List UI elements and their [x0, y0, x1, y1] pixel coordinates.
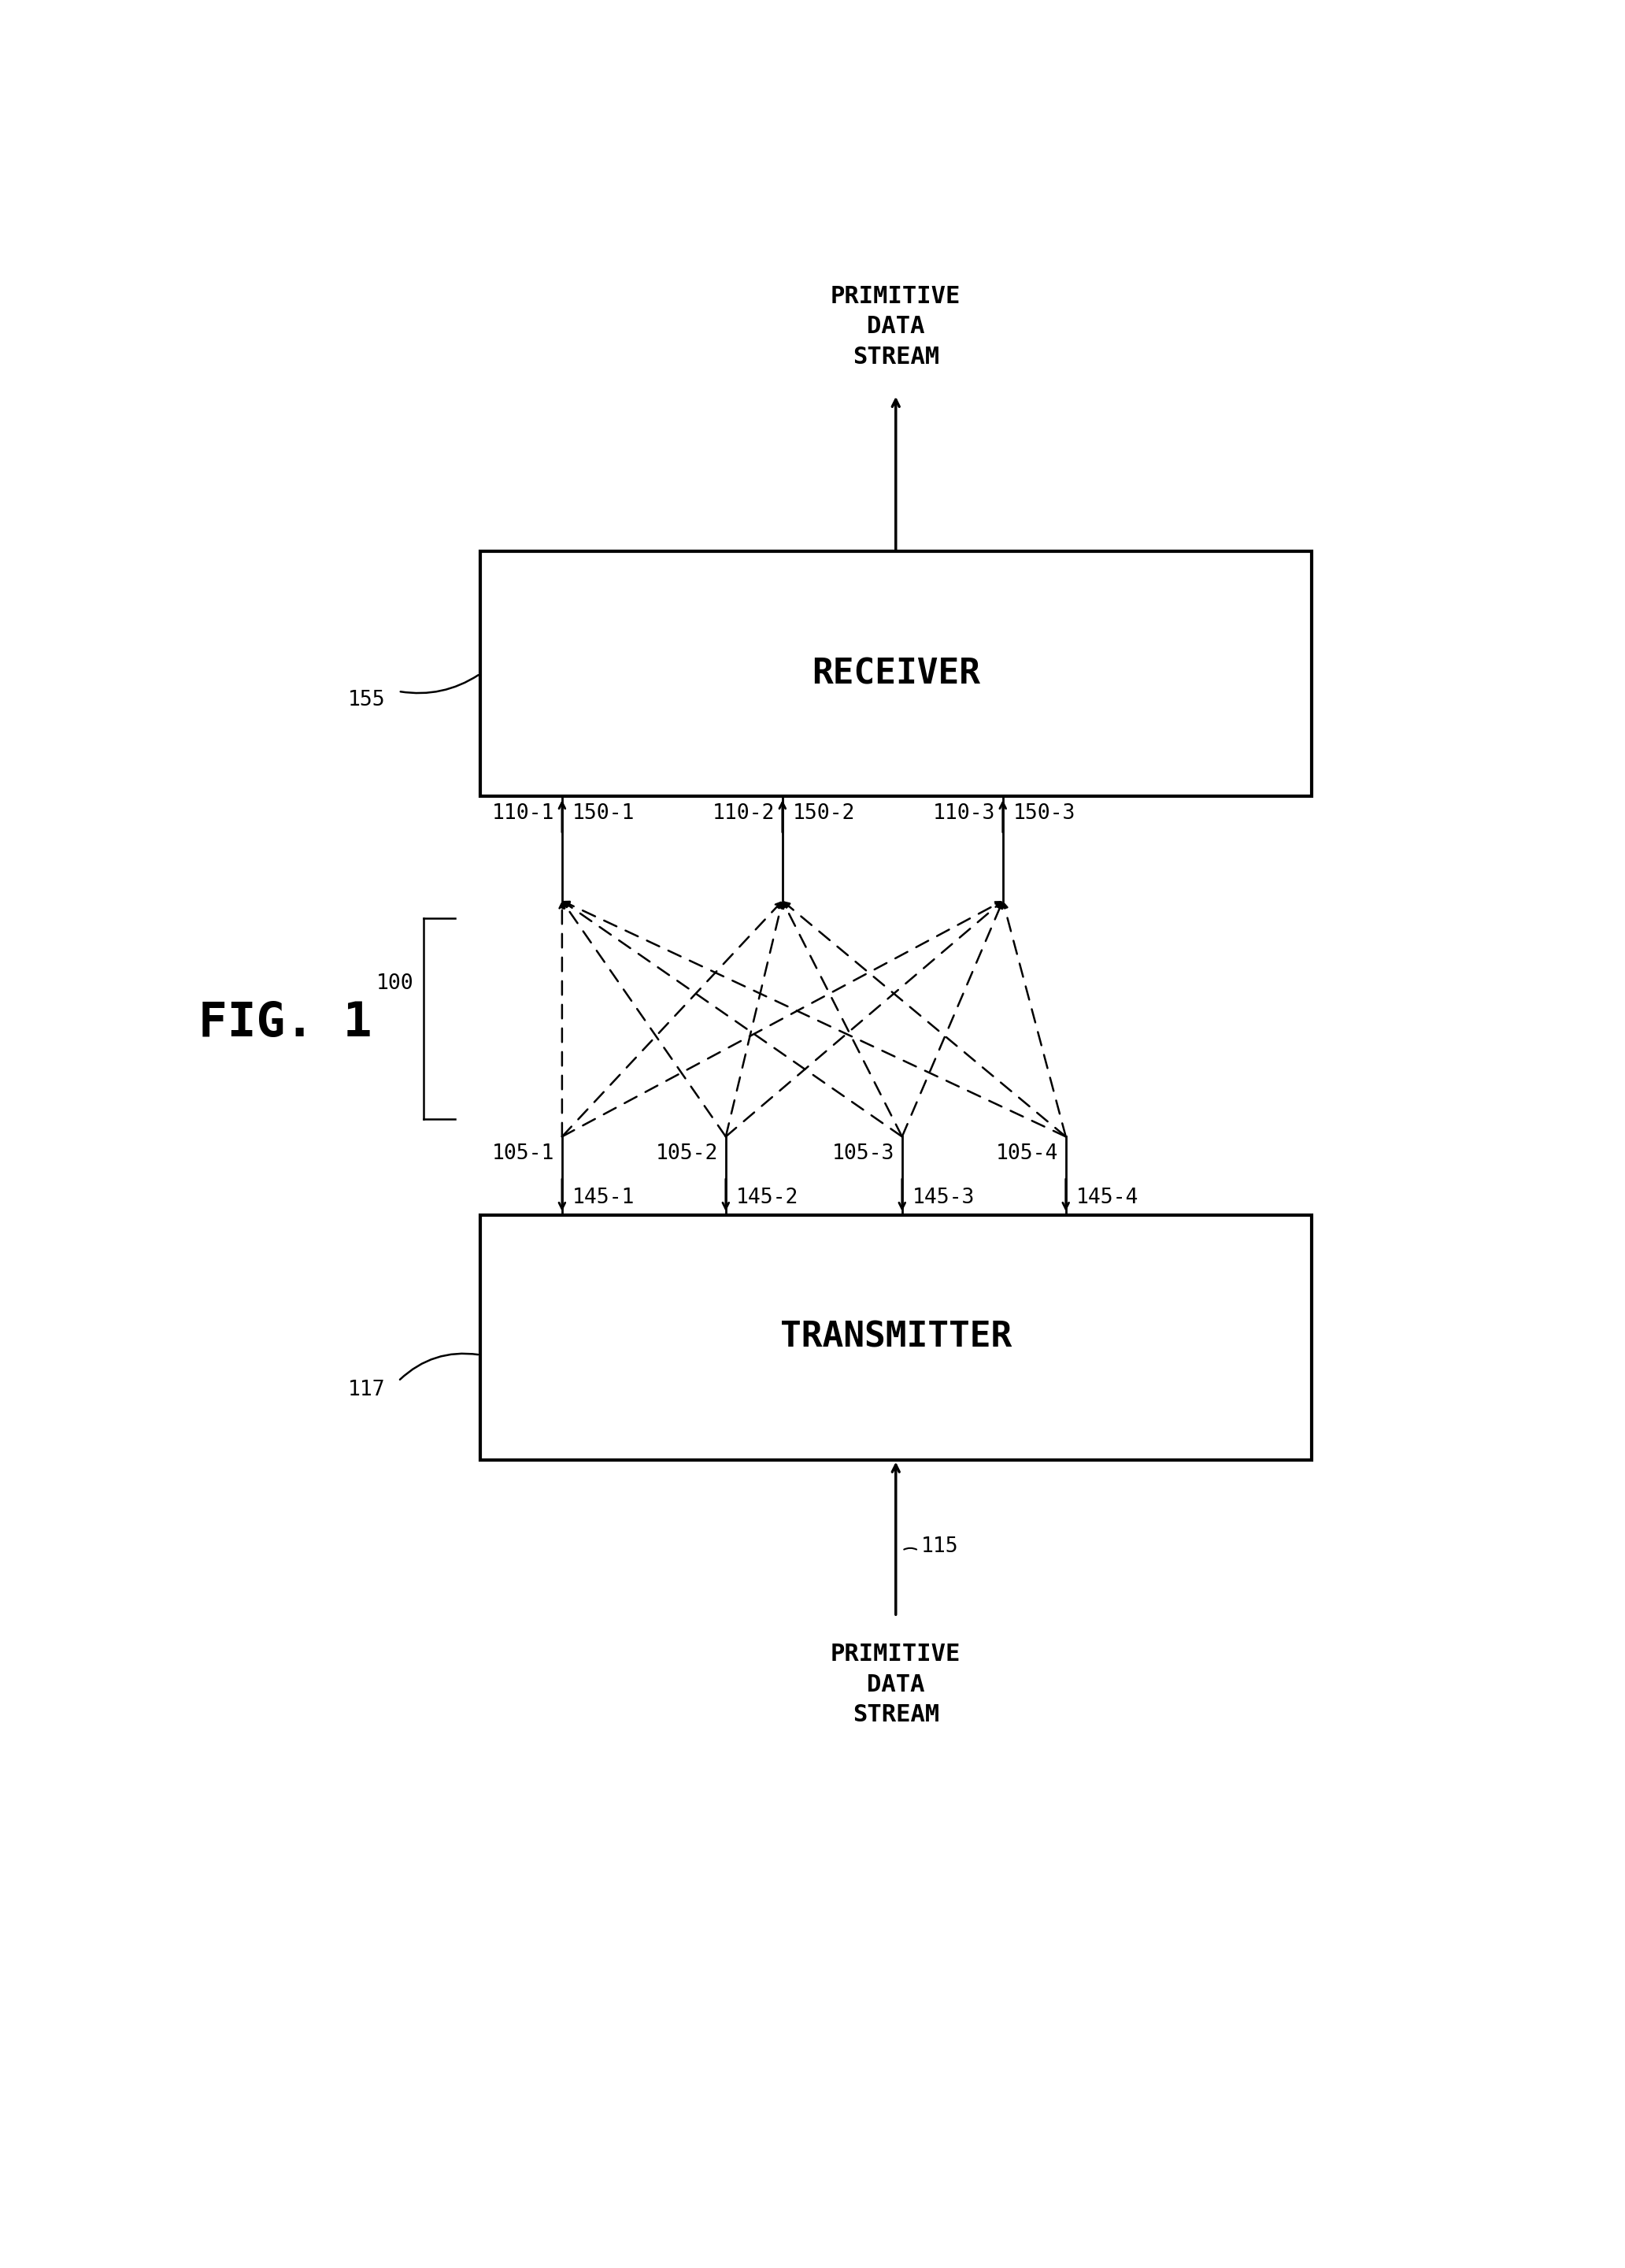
Text: PRIMITIVE
DATA
STREAM: PRIMITIVE DATA STREAM [830, 1642, 960, 1726]
Text: FIG. 1: FIG. 1 [198, 1000, 372, 1046]
Text: 145-3: 145-3 [912, 1188, 975, 1209]
Text: TRANSMITTER: TRANSMITTER [780, 1320, 1012, 1354]
Text: 105-3: 105-3 [832, 1143, 894, 1163]
Text: 150-1: 150-1 [572, 803, 635, 823]
Text: 105-4: 105-4 [996, 1143, 1058, 1163]
Text: 115: 115 [921, 1538, 959, 1558]
Text: 117: 117 [348, 1379, 385, 1399]
Text: 110-1: 110-1 [492, 803, 554, 823]
Text: 100: 100 [375, 973, 413, 993]
Text: 150-3: 150-3 [1012, 803, 1076, 823]
Bar [481, 1216, 1311, 1461]
Text: 110-3: 110-3 [933, 803, 994, 823]
Text: RECEIVER: RECEIVER [811, 658, 980, 692]
Text: 150-2: 150-2 [793, 803, 855, 823]
Text: PRIMITIVE
DATA
STREAM: PRIMITIVE DATA STREAM [830, 286, 960, 367]
Text: 110-2: 110-2 [712, 803, 775, 823]
Text: 105-1: 105-1 [492, 1143, 554, 1163]
Text: 145-2: 145-2 [736, 1188, 798, 1209]
Bar [481, 551, 1311, 796]
Text: 145-4: 145-4 [1076, 1188, 1139, 1209]
Text: 145-1: 145-1 [572, 1188, 635, 1209]
Text: 155: 155 [348, 689, 385, 710]
Text: 105-2: 105-2 [656, 1143, 718, 1163]
